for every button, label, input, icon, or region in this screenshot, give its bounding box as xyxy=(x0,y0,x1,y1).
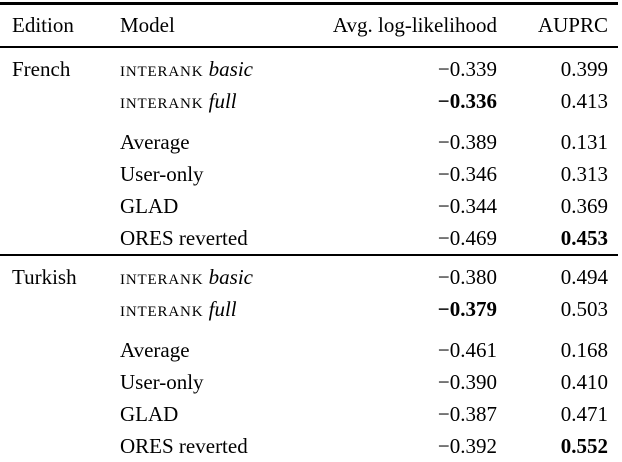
edition-cell xyxy=(0,430,120,462)
auprc-cell: 0.471 xyxy=(560,401,608,426)
col-header-auprc: AUPRC xyxy=(537,13,608,37)
model-cell: interank full xyxy=(120,85,310,117)
spacer xyxy=(0,325,618,334)
edition-cell xyxy=(0,366,120,398)
model-cell: GLAD xyxy=(120,193,179,218)
avg-ll-cell: −0.346 xyxy=(437,161,497,186)
col-header-avg-log-likelihood: Avg. log-likelihood xyxy=(332,13,497,37)
table-row: User-only −0.390 0.410 xyxy=(0,366,618,398)
model-name: interank xyxy=(120,264,204,289)
edition-cell xyxy=(0,126,120,158)
auprc-cell: 0.494 xyxy=(560,264,608,289)
auprc-cell: 0.410 xyxy=(560,369,608,394)
table-row: GLAD −0.344 0.369 xyxy=(0,190,618,222)
table-row: Average −0.389 0.131 xyxy=(0,126,618,158)
auprc-cell: 0.503 xyxy=(560,296,608,321)
avg-ll-cell: −0.339 xyxy=(437,56,497,81)
table-row: User-only −0.346 0.313 xyxy=(0,158,618,190)
model-name: interank xyxy=(120,56,204,81)
model-variant: full xyxy=(208,296,237,321)
avg-ll-cell: −0.392 xyxy=(437,433,497,458)
model-variant: basic xyxy=(208,56,253,81)
spacer xyxy=(0,117,618,126)
table-row: interank full −0.379 0.503 xyxy=(0,293,618,325)
avg-ll-cell: −0.390 xyxy=(437,369,497,394)
edition-cell xyxy=(0,222,120,255)
auprc-cell: 0.453 xyxy=(560,225,608,250)
table-row: interank full −0.336 0.413 xyxy=(0,85,618,117)
model-variant: basic xyxy=(208,264,253,289)
avg-ll-cell: −0.389 xyxy=(437,129,497,154)
model-cell: User-only xyxy=(120,161,204,186)
edition-cell xyxy=(0,398,120,430)
table-row: French interank basic −0.339 0.399 xyxy=(0,47,618,85)
edition-cell: French xyxy=(12,56,71,81)
section-french: French interank basic −0.339 0.399 inter… xyxy=(0,47,618,255)
model-cell: ORES reverted xyxy=(120,433,248,458)
section-turkish: Turkish interank basic −0.380 0.494 inte… xyxy=(0,255,618,462)
model-cell: ORES reverted xyxy=(120,225,248,250)
avg-ll-cell: −0.469 xyxy=(437,225,497,250)
avg-ll-cell: −0.344 xyxy=(437,193,497,218)
avg-ll-cell: −0.336 xyxy=(437,88,497,113)
model-cell: GLAD xyxy=(120,401,179,426)
avg-ll-cell: −0.379 xyxy=(437,296,497,321)
model-cell: interank full xyxy=(120,293,310,325)
edition-cell xyxy=(0,334,120,366)
auprc-cell: 0.399 xyxy=(560,56,608,81)
auprc-cell: 0.131 xyxy=(560,129,608,154)
avg-ll-cell: −0.387 xyxy=(437,401,497,426)
table-row: GLAD −0.387 0.471 xyxy=(0,398,618,430)
model-cell: Average xyxy=(120,129,190,154)
avg-ll-cell: −0.461 xyxy=(437,337,497,362)
spacing-row xyxy=(0,117,618,126)
model-cell: Average xyxy=(120,337,190,362)
auprc-cell: 0.413 xyxy=(560,88,608,113)
auprc-cell: 0.168 xyxy=(560,337,608,362)
auprc-cell: 0.552 xyxy=(560,433,608,458)
edition-cell: Turkish xyxy=(12,264,77,289)
model-cell: interank basic xyxy=(120,255,310,293)
avg-ll-cell: −0.380 xyxy=(437,264,497,289)
edition-cell xyxy=(0,293,120,325)
auprc-cell: 0.369 xyxy=(560,193,608,218)
table-row: ORES reverted −0.392 0.552 xyxy=(0,430,618,462)
auprc-cell: 0.313 xyxy=(560,161,608,186)
edition-cell xyxy=(0,158,120,190)
col-header-edition: Edition xyxy=(12,13,74,37)
header-row: Edition Model Avg. log-likelihood AUPRC xyxy=(0,4,618,47)
table-row: Average −0.461 0.168 xyxy=(0,334,618,366)
model-name: interank xyxy=(120,296,204,321)
spacing-row xyxy=(0,325,618,334)
model-variant: full xyxy=(208,88,237,113)
col-header-model: Model xyxy=(120,13,175,37)
model-cell: User-only xyxy=(120,369,204,394)
table-row: ORES reverted −0.469 0.453 xyxy=(0,222,618,255)
edition-cell xyxy=(0,190,120,222)
table-row: Turkish interank basic −0.380 0.494 xyxy=(0,255,618,293)
edition-cell xyxy=(0,85,120,117)
model-name: interank xyxy=(120,88,204,113)
table-header: Edition Model Avg. log-likelihood AUPRC xyxy=(0,4,618,47)
model-cell: interank basic xyxy=(120,47,310,85)
